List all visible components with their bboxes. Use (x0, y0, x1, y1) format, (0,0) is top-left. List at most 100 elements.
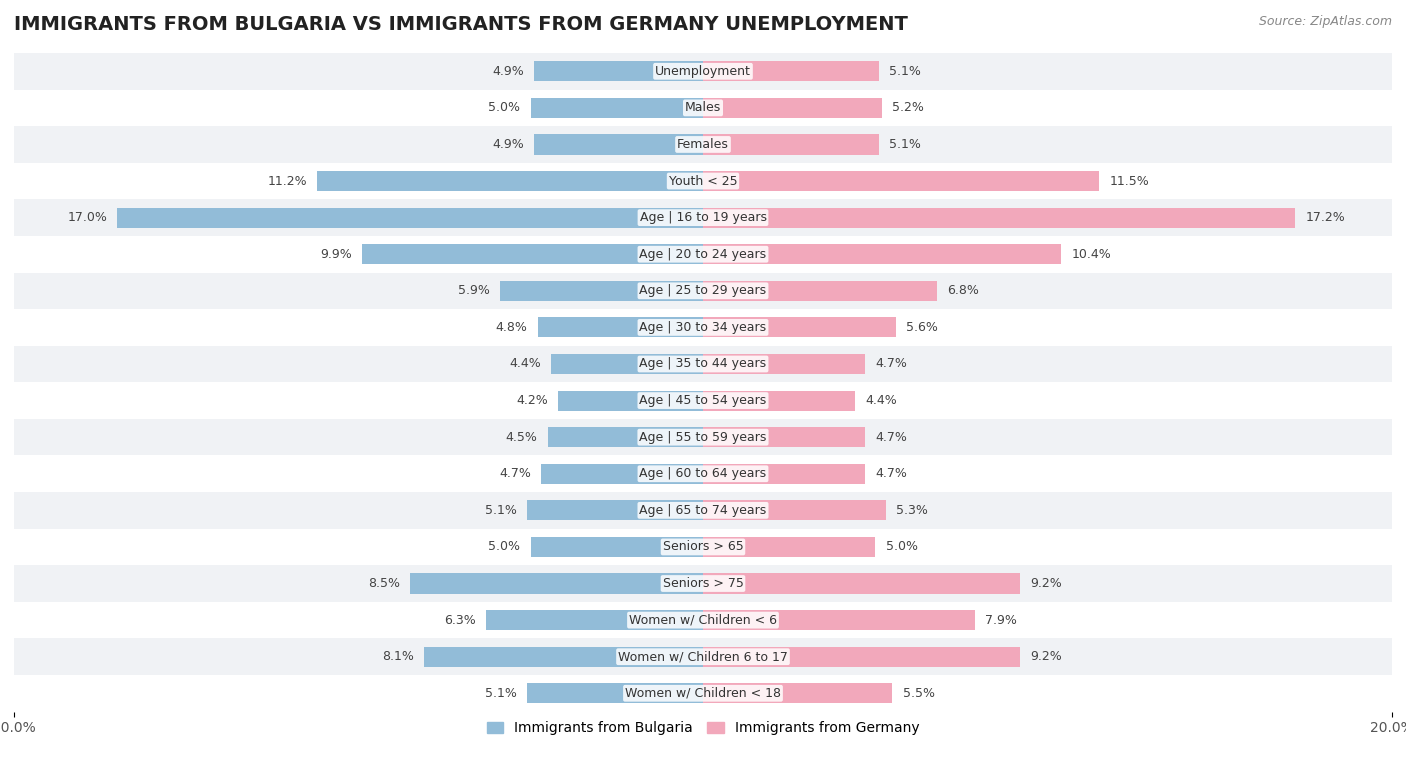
Bar (411, 574, 703, 593)
Bar (14, 199, 1392, 236)
Text: 10.4%: 10.4% (1071, 248, 1111, 260)
Text: Age | 45 to 54 years: Age | 45 to 54 years (640, 394, 766, 407)
Bar (486, 610, 703, 630)
Bar (703, 684, 893, 703)
Legend: Immigrants from Bulgaria, Immigrants from Germany: Immigrants from Bulgaria, Immigrants fro… (481, 716, 925, 741)
Bar (14, 602, 1392, 638)
Bar (534, 61, 703, 81)
Bar (703, 574, 1019, 593)
Text: 9.2%: 9.2% (1031, 650, 1062, 663)
Bar (703, 135, 879, 154)
Bar (703, 464, 865, 484)
Text: 5.1%: 5.1% (485, 687, 517, 699)
Text: Age | 35 to 44 years: Age | 35 to 44 years (640, 357, 766, 370)
Bar (14, 565, 1392, 602)
Bar (14, 419, 1392, 456)
Bar (14, 492, 1392, 528)
Bar (14, 382, 1392, 419)
Bar (14, 638, 1392, 675)
Text: 5.5%: 5.5% (903, 687, 935, 699)
Bar (14, 675, 1392, 712)
Bar (534, 135, 703, 154)
Bar (703, 537, 875, 557)
Bar (541, 464, 703, 484)
Bar (703, 646, 1019, 667)
Bar (14, 163, 1392, 199)
Text: 5.9%: 5.9% (457, 285, 489, 298)
Text: Age | 65 to 74 years: Age | 65 to 74 years (640, 504, 766, 517)
Text: 5.0%: 5.0% (886, 540, 918, 553)
Text: Seniors > 75: Seniors > 75 (662, 577, 744, 590)
Bar (14, 309, 1392, 346)
Text: Males: Males (685, 101, 721, 114)
Bar (425, 646, 703, 667)
Bar (14, 528, 1392, 565)
Bar (499, 281, 703, 301)
Text: Females: Females (678, 138, 728, 151)
Bar (537, 317, 703, 338)
Text: 8.1%: 8.1% (382, 650, 413, 663)
Text: 5.0%: 5.0% (488, 540, 520, 553)
Text: 8.5%: 8.5% (368, 577, 399, 590)
Bar (527, 500, 703, 520)
Bar (703, 171, 1099, 191)
Text: Age | 16 to 19 years: Age | 16 to 19 years (640, 211, 766, 224)
Text: IMMIGRANTS FROM BULGARIA VS IMMIGRANTS FROM GERMANY UNEMPLOYMENT: IMMIGRANTS FROM BULGARIA VS IMMIGRANTS F… (14, 15, 908, 34)
Text: Source: ZipAtlas.com: Source: ZipAtlas.com (1258, 15, 1392, 28)
Text: 7.9%: 7.9% (986, 614, 1018, 627)
Bar (14, 126, 1392, 163)
Text: Seniors > 65: Seniors > 65 (662, 540, 744, 553)
Text: 6.8%: 6.8% (948, 285, 980, 298)
Bar (14, 346, 1392, 382)
Bar (14, 236, 1392, 273)
Bar (14, 456, 1392, 492)
Text: 5.6%: 5.6% (907, 321, 938, 334)
Text: 4.7%: 4.7% (499, 467, 531, 480)
Text: 9.2%: 9.2% (1031, 577, 1062, 590)
Bar (361, 245, 703, 264)
Bar (703, 391, 855, 410)
Bar (703, 427, 865, 447)
Bar (14, 89, 1392, 126)
Text: 4.7%: 4.7% (875, 467, 907, 480)
Text: Age | 60 to 64 years: Age | 60 to 64 years (640, 467, 766, 480)
Text: 4.4%: 4.4% (509, 357, 541, 370)
Bar (558, 391, 703, 410)
Text: Age | 55 to 59 years: Age | 55 to 59 years (640, 431, 766, 444)
Bar (703, 317, 896, 338)
Bar (703, 610, 976, 630)
Text: 4.5%: 4.5% (506, 431, 537, 444)
Bar (703, 207, 1295, 228)
Bar (548, 427, 703, 447)
Text: 5.3%: 5.3% (896, 504, 928, 517)
Text: Women w/ Children < 18: Women w/ Children < 18 (626, 687, 780, 699)
Bar (14, 273, 1392, 309)
Text: 4.7%: 4.7% (875, 431, 907, 444)
Bar (703, 354, 865, 374)
Bar (14, 53, 1392, 89)
Bar (551, 354, 703, 374)
Text: 17.0%: 17.0% (67, 211, 107, 224)
Bar (703, 500, 886, 520)
Text: 5.1%: 5.1% (889, 65, 921, 78)
Text: 17.2%: 17.2% (1306, 211, 1346, 224)
Bar (703, 281, 938, 301)
Text: 4.9%: 4.9% (492, 65, 524, 78)
Text: 5.1%: 5.1% (889, 138, 921, 151)
Bar (527, 684, 703, 703)
Text: 4.9%: 4.9% (492, 138, 524, 151)
Text: Age | 20 to 24 years: Age | 20 to 24 years (640, 248, 766, 260)
Text: 5.1%: 5.1% (485, 504, 517, 517)
Text: Age | 30 to 34 years: Age | 30 to 34 years (640, 321, 766, 334)
Text: 6.3%: 6.3% (444, 614, 475, 627)
Bar (703, 98, 882, 118)
Text: Age | 25 to 29 years: Age | 25 to 29 years (640, 285, 766, 298)
Text: 5.2%: 5.2% (893, 101, 924, 114)
Text: 5.0%: 5.0% (488, 101, 520, 114)
Text: 4.7%: 4.7% (875, 357, 907, 370)
Bar (117, 207, 703, 228)
Text: 11.2%: 11.2% (267, 175, 307, 188)
Text: Unemployment: Unemployment (655, 65, 751, 78)
Bar (531, 537, 703, 557)
Text: Women w/ Children 6 to 17: Women w/ Children 6 to 17 (619, 650, 787, 663)
